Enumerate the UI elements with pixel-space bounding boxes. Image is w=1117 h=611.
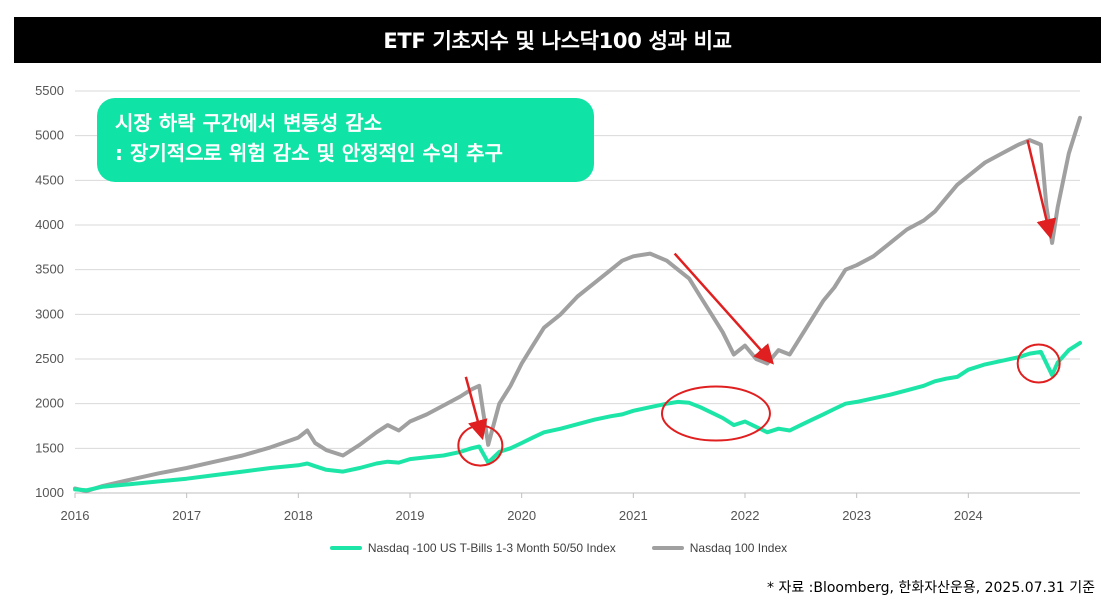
x-tick-label: 2018 [284, 508, 313, 523]
series-layer [73, 115, 1082, 494]
legend-item-green: Nasdaq -100 US T-Bills 1-3 Month 50/50 I… [329, 541, 616, 555]
y-tick-label: 5500 [35, 83, 64, 98]
chart-title-bar: ETF 기초지수 및 나스닥100 성과 비교 [14, 17, 1101, 63]
y-tick-label: 4500 [35, 172, 64, 187]
chart-area: 1000 1500 2000 2500 3000 3500 4000 4500 5000 5500… [0, 70, 1117, 540]
line-chart: 1000 1500 2000 2500 3000 3500 4000 4500 5000 5500… [35, 83, 1082, 523]
x-tick-label: 2021 [619, 508, 648, 523]
legend-label-grey: Nasdaq 100 Index [689, 541, 788, 555]
legend-item-grey: Nasdaq 100 Index [651, 541, 788, 555]
legend-label-green: Nasdaq -100 US T-Bills 1-3 Month 50/50 I… [367, 541, 616, 555]
drawdown-circle [457, 424, 504, 467]
drawdown-arrow [1026, 139, 1057, 240]
drawdown-arrow [464, 376, 488, 441]
series-line-green [73, 340, 1082, 493]
callout-line-1: 시장 하락 구간에서 변동성 감소 [115, 111, 383, 135]
x-tick-label: 2020 [507, 508, 536, 523]
annotation-layer [457, 139, 1061, 467]
x-tick-label: 2019 [396, 508, 425, 523]
y-tick-label: 1000 [35, 485, 64, 500]
callout-line-2: : 장기적으로 위험 감소 및 안정적인 수익 추구 [115, 141, 503, 165]
x-tick-label: 2022 [731, 508, 760, 523]
series-line-grey [73, 115, 1082, 494]
y-tick-label: 2500 [35, 351, 64, 366]
y-tick-label: 3000 [35, 306, 64, 321]
x-tick-label: 2024 [954, 508, 983, 523]
legend-swatch-grey [651, 546, 684, 550]
y-tick-label: 3500 [35, 262, 64, 277]
legend-swatch-green [329, 546, 362, 550]
source-note: * 자료 :Bloomberg, 한화자산운용, 2025.07.31 기준 [767, 580, 1095, 596]
y-tick-label: 1500 [35, 440, 64, 455]
x-tick-label: 2023 [842, 508, 871, 523]
callout-box: 시장 하락 구간에서 변동성 감소 : 장기적으로 위험 감소 및 안정적인 수… [97, 98, 594, 182]
drawdown-circle [1016, 343, 1061, 384]
x-tick-label: 2016 [61, 508, 90, 523]
drawdown-circle [660, 385, 771, 442]
y-tick-label: 4000 [35, 217, 64, 232]
axis-layer: 1000 1500 2000 2500 3000 3500 4000 4500 5000 5500… [35, 83, 1080, 523]
legend: Nasdaq -100 US T-Bills 1-3 Month 50/50 I… [0, 541, 1117, 555]
y-tick-label: 5000 [35, 128, 64, 143]
drawdown-arrow [673, 252, 774, 365]
y-tick-label: 2000 [35, 396, 64, 411]
chart-title: ETF 기초지수 및 나스닥100 성과 비교 [383, 29, 732, 53]
x-tick-label: 2017 [172, 508, 201, 523]
